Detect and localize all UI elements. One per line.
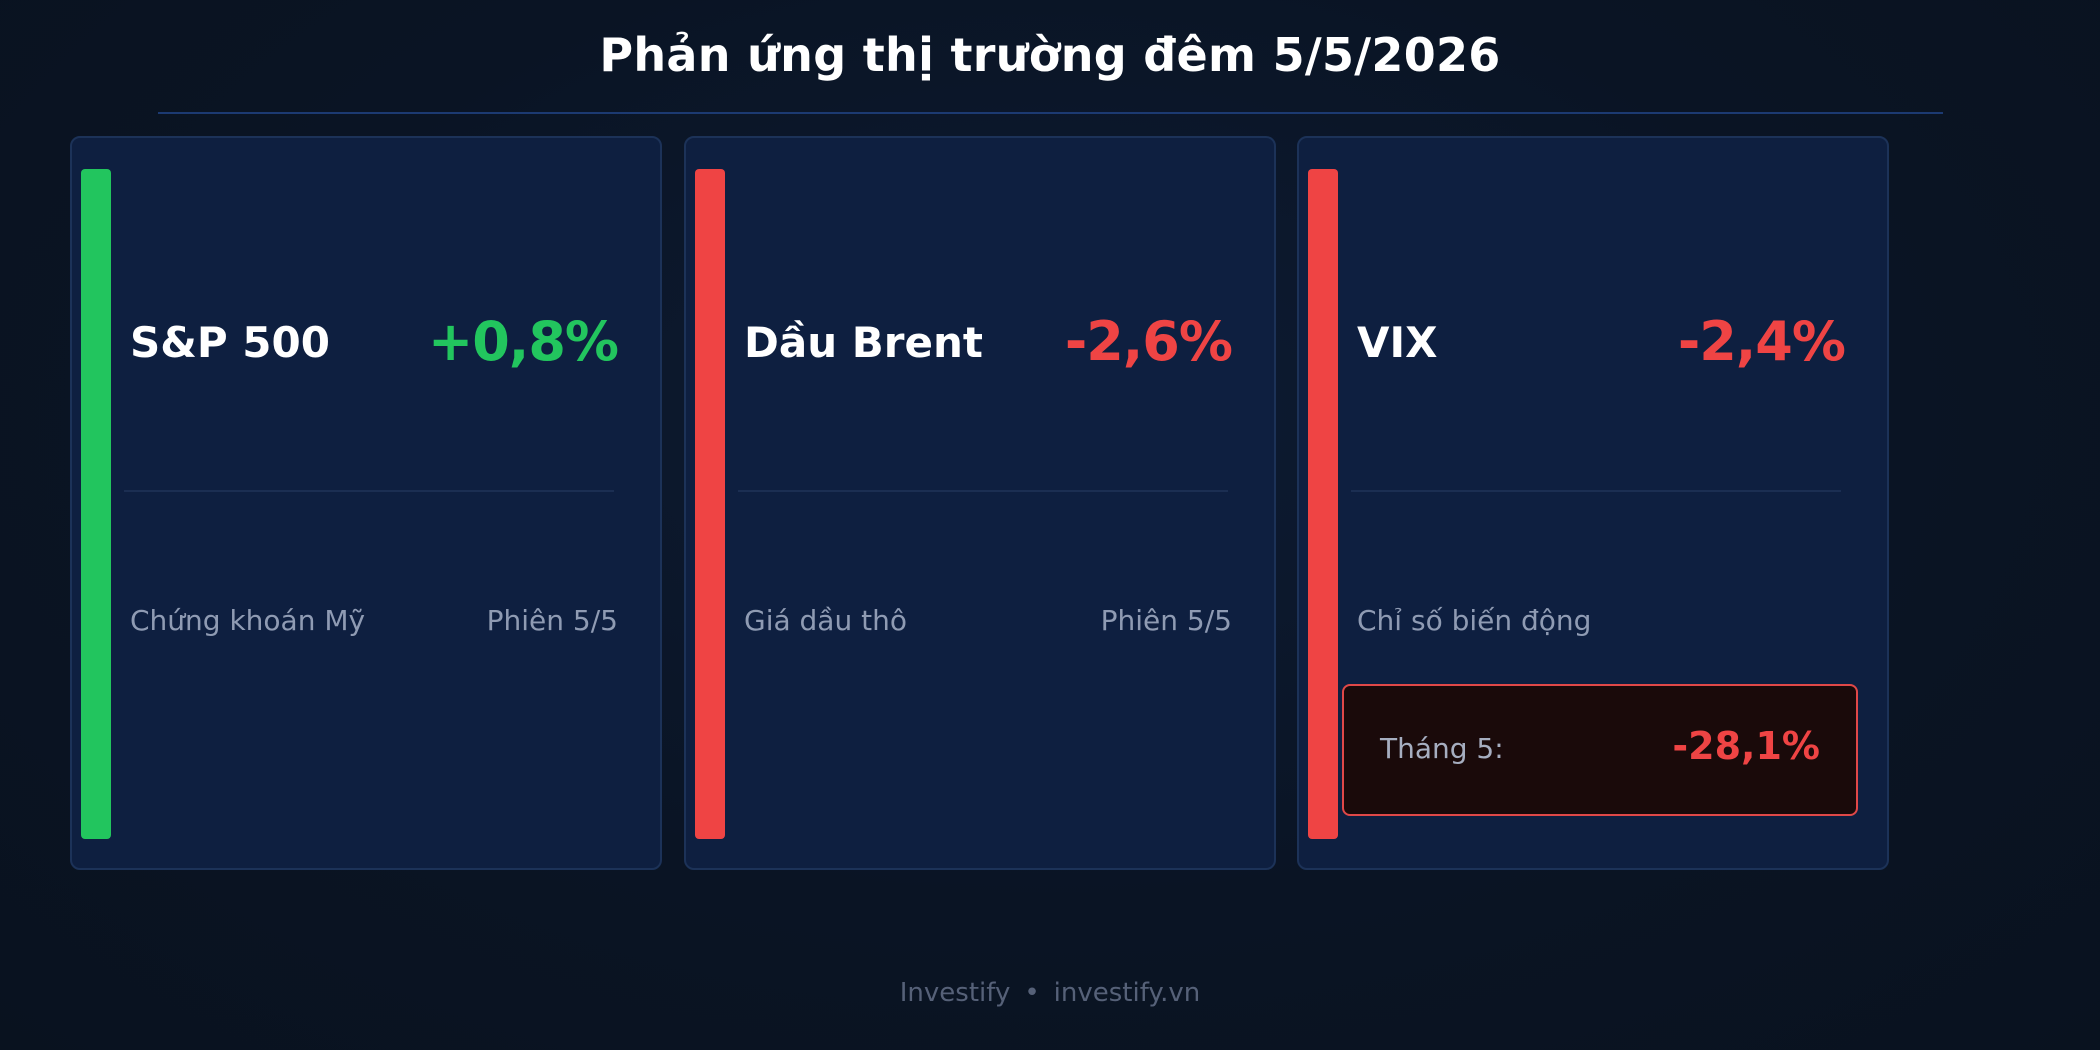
footer-separator: • — [1024, 978, 1040, 1008]
instrument-description: Chỉ số biến động — [1357, 604, 1592, 637]
session-label: Phiên 5/5 — [1100, 604, 1232, 637]
change-percent: -2,6% — [1064, 310, 1233, 373]
instrument-name: Dầu Brent — [744, 318, 983, 367]
market-card-vix: VIX -2,4% Chỉ số biến động Tháng 5: -28,… — [1297, 136, 1889, 870]
monthly-change-box: Tháng 5: -28,1% — [1342, 684, 1858, 816]
instrument-name: VIX — [1357, 318, 1438, 367]
trend-accent-bar — [1308, 169, 1338, 839]
change-percent: +0,8% — [427, 310, 619, 373]
instrument-name: S&P 500 — [130, 318, 330, 367]
trend-accent-bar — [81, 169, 111, 839]
trend-accent-bar — [695, 169, 725, 839]
monthly-change-label: Tháng 5: — [1380, 732, 1504, 765]
footer-url: investify.vn — [1053, 978, 1201, 1008]
session-label: Phiên 5/5 — [486, 604, 618, 637]
card-divider — [124, 490, 614, 492]
card-divider — [738, 490, 1228, 492]
footer: Investify • investify.vn — [0, 978, 2100, 1008]
card-divider — [1351, 490, 1841, 492]
page-title: Phản ứng thị trường đêm 5/5/2026 — [599, 28, 1501, 82]
title-divider — [158, 112, 1943, 114]
market-card-sp500: S&P 500 +0,8% Chứng khoán Mỹ Phiên 5/5 — [70, 136, 662, 870]
change-percent: -2,4% — [1677, 310, 1846, 373]
monthly-change-value: -28,1% — [1672, 724, 1820, 768]
instrument-description: Chứng khoán Mỹ — [130, 604, 366, 637]
instrument-description: Giá dầu thô — [744, 604, 907, 637]
market-card-brent: Dầu Brent -2,6% Giá dầu thô Phiên 5/5 — [684, 136, 1276, 870]
footer-brand: Investify — [899, 978, 1011, 1008]
